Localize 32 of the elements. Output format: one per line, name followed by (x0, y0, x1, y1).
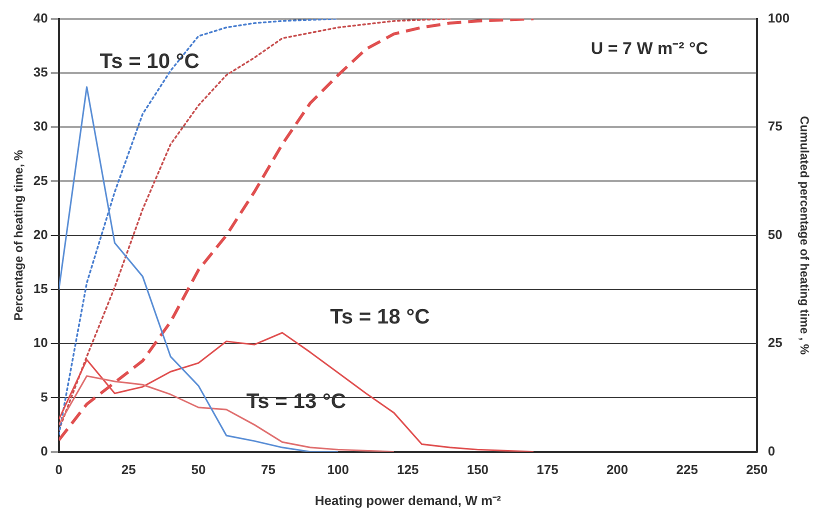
y2-axis-title: Cumulated percentage of heating time , % (797, 116, 812, 355)
y2-tick-label: 25 (768, 335, 782, 350)
y-tick-label: 25 (33, 172, 48, 188)
y-axis-title: Percentage of heating time, % (12, 150, 26, 321)
x-tick-label: 75 (261, 462, 276, 478)
y2-tick-label: 0 (768, 443, 776, 458)
y2-tick-label: 50 (768, 226, 782, 242)
y-tick-label: 0 (40, 443, 48, 458)
y-tick-label: 35 (33, 64, 48, 80)
x-tick-label: 200 (606, 462, 628, 478)
x-tick-label: 250 (746, 462, 768, 478)
y-tick-label: 10 (33, 335, 48, 350)
x-tick-label: 50 (191, 462, 206, 478)
y-tick-label: 20 (33, 226, 48, 242)
y2-tick-label: 100 (768, 10, 790, 26)
x-tick-label: 225 (676, 462, 698, 478)
x-tick-label: 150 (466, 462, 489, 478)
x-tick-label: 175 (536, 462, 558, 478)
x-tick-label: 25 (121, 462, 136, 478)
annotation: Ts = 18 °C (330, 305, 430, 328)
line-series (58, 18, 451, 432)
x-tick-label: 125 (397, 462, 419, 478)
y-tick-label: 40 (33, 10, 48, 26)
x-tick-label: 100 (327, 462, 349, 478)
annotation: Ts = 10 °C (100, 50, 200, 73)
y-tick-label: 30 (33, 118, 48, 134)
y2-tick-label: 75 (768, 118, 782, 134)
x-tick-label: 0 (55, 462, 62, 478)
x-axis-title: Heating power demand, W m⁻² (314, 492, 502, 508)
y-tick-label: 5 (40, 389, 48, 404)
y-tick-label: 15 (33, 281, 48, 296)
annotation: U = 7 W m⁻² °C (590, 38, 708, 58)
